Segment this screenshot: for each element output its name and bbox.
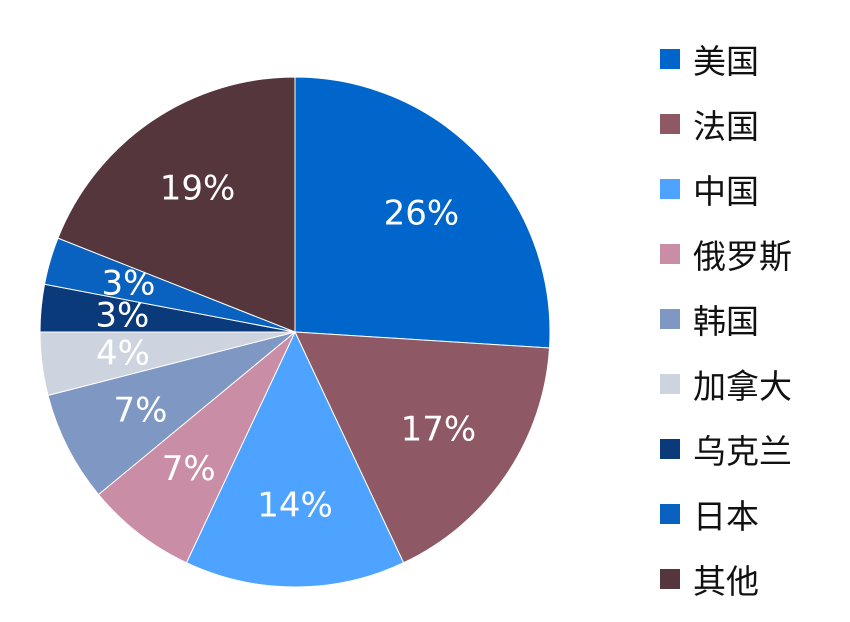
legend-swatch-0 <box>660 48 680 69</box>
legend-swatch-8 <box>660 568 680 589</box>
legend-swatch-5 <box>660 373 680 394</box>
slice-label-4: 7% <box>114 391 168 431</box>
legend-item-7: 日本 <box>660 481 840 546</box>
legend-item-3: 俄罗斯 <box>660 221 840 286</box>
slice-label-3: 7% <box>162 449 216 489</box>
legend-item-4: 韩国 <box>660 286 840 351</box>
legend-label-4: 韩国 <box>693 301 759 341</box>
legend-swatch-3 <box>660 243 680 264</box>
legend-label-2: 中国 <box>693 171 759 211</box>
legend-item-2: 中国 <box>660 156 840 221</box>
legend-swatch-2 <box>660 178 680 199</box>
legend-swatch-6 <box>660 438 680 459</box>
legend-label-5: 加拿大 <box>693 366 792 406</box>
legend-swatch-1 <box>660 113 680 134</box>
legend-swatch-7 <box>660 503 680 524</box>
pie-slice-8 <box>57 76 296 333</box>
pie-slice-3 <box>97 331 296 564</box>
pie-slice-1 <box>294 331 551 564</box>
pie-slice-2 <box>185 330 405 588</box>
legend-label-8: 其他 <box>693 561 759 601</box>
slice-label-1: 17% <box>401 409 477 449</box>
legend-item-1: 法国 <box>660 91 840 156</box>
legend-item-0: 美国 <box>660 26 840 91</box>
slice-label-0: 26% <box>384 193 460 233</box>
legend-label-7: 日本 <box>693 496 759 536</box>
legend-label-3: 俄罗斯 <box>693 236 792 276</box>
pie-slice-4 <box>47 331 296 496</box>
slice-label-5: 4% <box>96 334 150 374</box>
legend-label-6: 乌克兰 <box>693 431 792 471</box>
slice-label-2: 14% <box>257 485 333 525</box>
legend-label-1: 法国 <box>693 106 759 146</box>
legend-item-5: 加拿大 <box>660 351 840 416</box>
legend-item-8: 其他 <box>660 546 840 611</box>
legend-swatch-4 <box>660 308 680 329</box>
legend-item-6: 乌克兰 <box>660 416 840 481</box>
pie-slice-0 <box>294 76 551 349</box>
legend-label-0: 美国 <box>693 41 759 81</box>
slice-label-8: 19% <box>160 169 236 209</box>
legend: 美国法国中国俄罗斯韩国加拿大乌克兰日本其他 <box>660 26 840 611</box>
